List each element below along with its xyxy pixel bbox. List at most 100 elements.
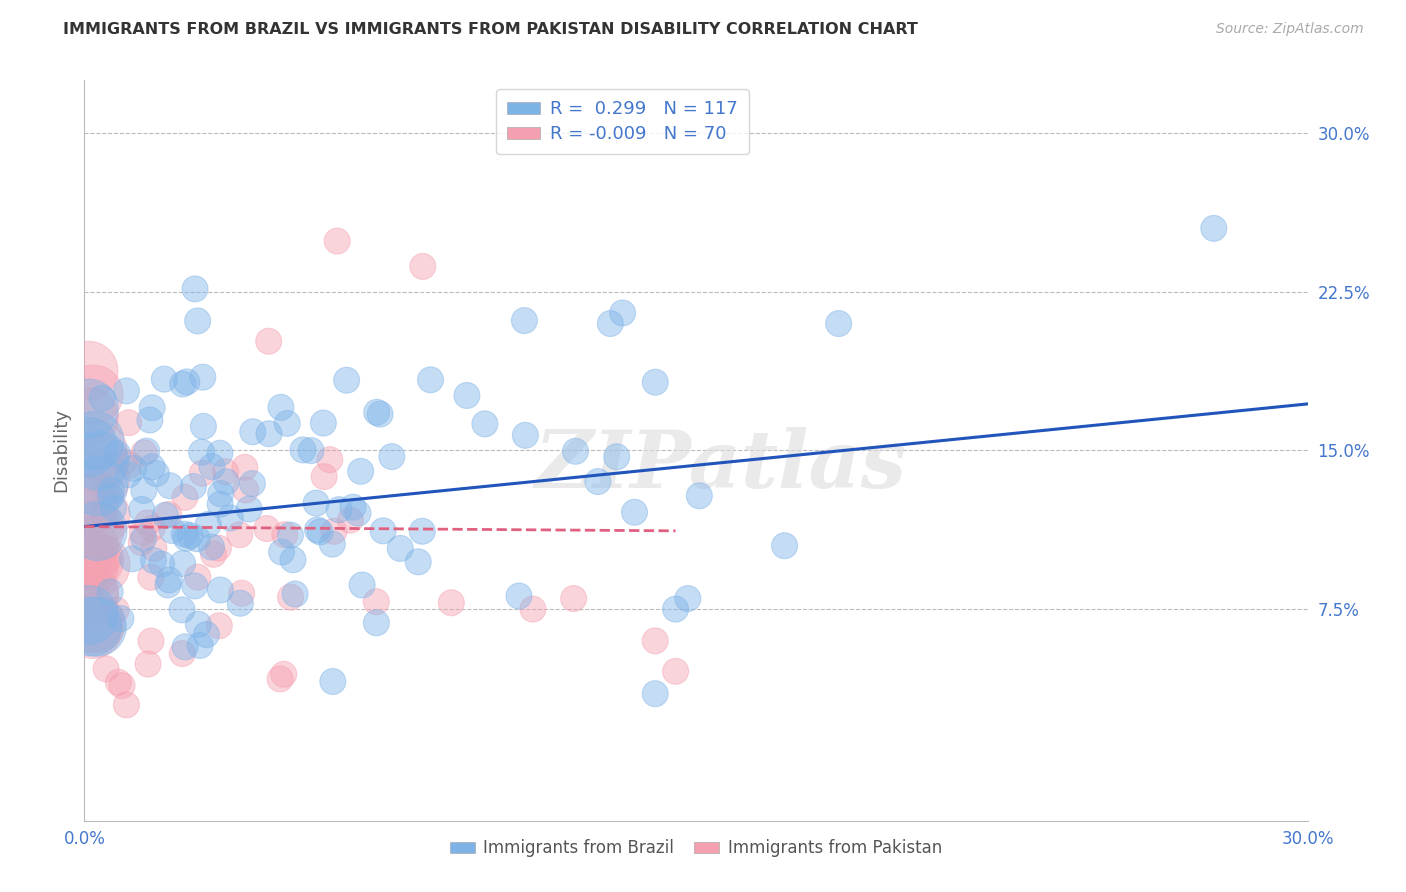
Point (193, 419, 215, 434)
Point (188, 639, 211, 653)
Point (562, 591, 585, 606)
Legend: Immigrants from Brazil, Immigrants from Pakistan: Immigrants from Brazil, Immigrants from … (443, 833, 949, 864)
Point (103, 501, 125, 516)
Point (299, 443, 322, 458)
Point (688, 489, 710, 503)
Point (132, 483, 155, 498)
Point (110, 611, 132, 625)
Point (366, 405, 388, 419)
Point (381, 450, 404, 464)
Point (139, 634, 162, 648)
Point (90, 558, 112, 572)
Point (107, 447, 129, 461)
Point (77, 540, 100, 554)
Point (229, 528, 252, 542)
Point (77, 590, 100, 604)
Point (98, 584, 121, 599)
Point (77, 560, 100, 574)
Point (132, 531, 155, 545)
Point (291, 442, 314, 457)
Point (202, 547, 225, 561)
Point (191, 466, 214, 480)
Point (269, 672, 291, 686)
Point (94, 662, 117, 676)
Point (111, 679, 134, 693)
Point (339, 513, 361, 527)
Point (389, 541, 412, 556)
Point (77, 607, 100, 622)
Point (86, 620, 108, 634)
Point (257, 334, 280, 349)
Text: ZIPatlas: ZIPatlas (534, 426, 907, 504)
Point (131, 525, 153, 540)
Point (159, 478, 181, 492)
Point (186, 532, 208, 546)
Point (179, 528, 201, 542)
Point (366, 615, 388, 630)
Point (89, 473, 111, 487)
Point (93, 509, 115, 524)
Point (281, 553, 304, 567)
Point (107, 675, 129, 690)
Point (273, 667, 295, 681)
Point (77, 364, 100, 378)
Point (118, 458, 141, 472)
Point (84, 616, 107, 631)
Point (235, 483, 257, 497)
Point (274, 527, 297, 541)
Point (90, 508, 112, 523)
Point (77, 401, 100, 416)
Point (82, 622, 104, 636)
Point (115, 384, 138, 398)
Point (214, 465, 236, 479)
Point (773, 539, 796, 553)
Point (644, 633, 666, 648)
Point (174, 491, 197, 505)
Point (132, 446, 155, 460)
Point (599, 317, 621, 331)
Point (440, 596, 463, 610)
Point (142, 541, 165, 556)
Point (347, 506, 370, 520)
Point (184, 282, 207, 296)
Point (513, 313, 536, 327)
Point (82, 615, 104, 630)
Point (141, 521, 163, 535)
Point (172, 603, 194, 617)
Point (172, 557, 194, 571)
Point (406, 555, 429, 569)
Point (141, 459, 163, 474)
Point (508, 589, 530, 603)
Point (411, 524, 433, 539)
Point (644, 687, 666, 701)
Point (233, 460, 256, 475)
Point (77, 410, 100, 425)
Point (157, 508, 180, 522)
Point (156, 578, 179, 592)
Point (257, 426, 280, 441)
Point (270, 545, 292, 559)
Point (176, 531, 198, 545)
Point (280, 528, 302, 542)
Point (155, 508, 177, 523)
Point (522, 602, 544, 616)
Point (77, 553, 100, 567)
Point (319, 452, 342, 467)
Point (644, 375, 666, 389)
Point (77, 440, 100, 454)
Text: IMMIGRANTS FROM BRAZIL VS IMMIGRANTS FROM PAKISTAN DISABILITY CORRELATION CHART: IMMIGRANTS FROM BRAZIL VS IMMIGRANTS FRO… (63, 22, 918, 37)
Point (419, 373, 441, 387)
Point (173, 527, 195, 541)
Point (1202, 221, 1225, 235)
Point (242, 476, 264, 491)
Point (115, 698, 138, 712)
Point (157, 573, 180, 587)
Point (323, 524, 346, 539)
Point (100, 483, 122, 498)
Point (305, 496, 328, 510)
Point (172, 647, 194, 661)
Point (612, 306, 634, 320)
Point (350, 464, 373, 478)
Point (87, 457, 110, 471)
Point (112, 455, 135, 469)
